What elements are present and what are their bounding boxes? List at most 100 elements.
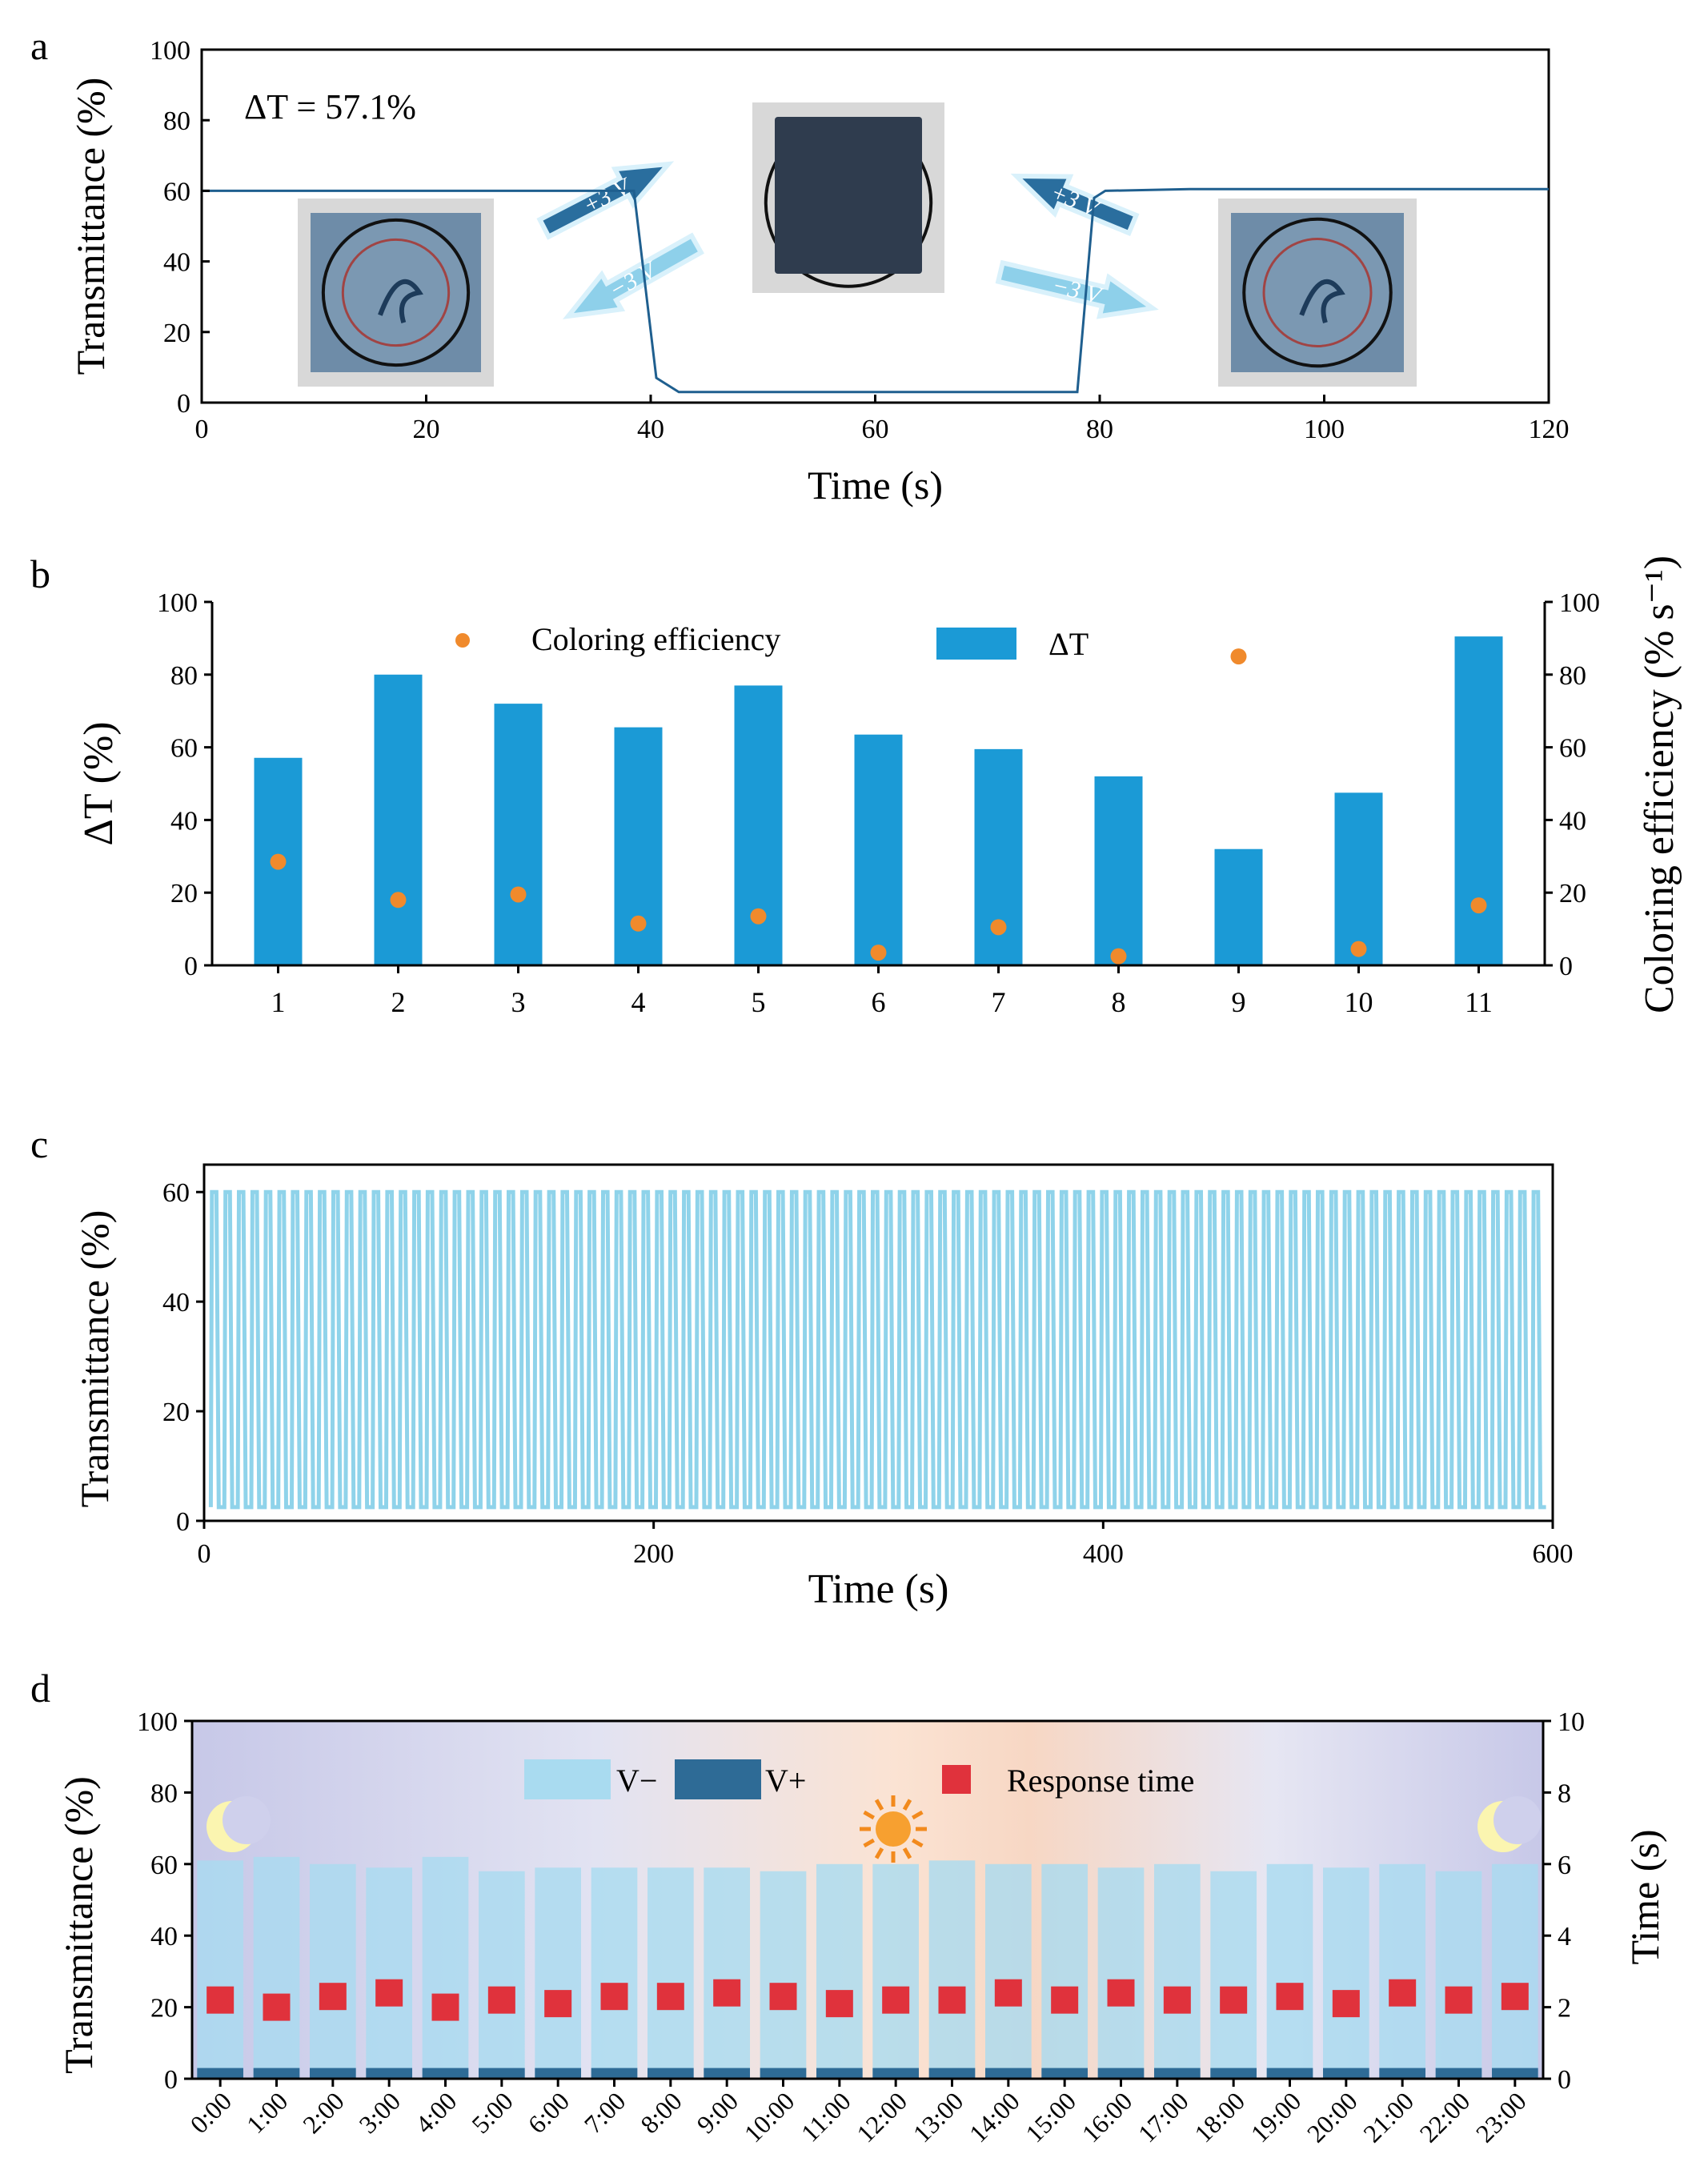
y-tick-label: 0: [177, 389, 190, 419]
response-time-marker: [263, 1993, 291, 2021]
y-tick-label-left: 20: [170, 879, 198, 908]
panel-d-chart: 0 20 40 60 80 100 0 2 4 6 8 10 0:00 1:00 2:00 3:00 4:00 5…: [56, 1707, 1667, 2148]
y-axis-label: ΔT (%): [76, 721, 122, 845]
x-tick-label: 3:00: [353, 2086, 406, 2139]
day-night-background: [192, 1721, 1543, 2079]
delta-t-bar: [374, 674, 423, 965]
y-tick-label-right: 40: [1559, 806, 1586, 836]
legend-delta-t-label: ΔT: [1048, 626, 1089, 662]
y-tick-label: 60: [162, 1178, 190, 1208]
response-time-marker: [1389, 1979, 1417, 2007]
delta-t-bar: [494, 704, 543, 965]
y-tick-label: 40: [163, 248, 190, 278]
panel-b-chart: 0 0 20 20 40 40 60 60 80 80 100 100 1 2 3 4 5 6 7 8 9 10 11 ΔT …: [76, 556, 1682, 1018]
x-tick-label: 0:00: [184, 2086, 237, 2139]
panel-c-chart: 0 200 400 600 0 20 40 60 Time (s) Transmittance (…: [72, 1163, 1574, 1612]
v-minus-bar: [647, 1867, 694, 2079]
x-tick-label: 18:00: [1189, 2086, 1250, 2148]
response-time-marker: [713, 1979, 741, 2007]
y-tick-label-left: 40: [150, 1922, 178, 1951]
x-tick-label: 8:00: [635, 2086, 688, 2139]
y-tick-label-left: 0: [184, 952, 198, 981]
sun-ray: [911, 1810, 924, 1820]
response-time-marker: [319, 1983, 347, 2011]
panel-b-label: b: [30, 552, 50, 596]
v-minus-bar: [1266, 1863, 1313, 2079]
x-tick-label: 120: [1529, 415, 1570, 444]
arrow-shape: [1010, 173, 1140, 237]
delta-t-bar: [1334, 792, 1383, 965]
response-time-marker: [994, 1979, 1022, 2007]
v-minus-bar: [928, 1860, 976, 2079]
v-plus-bar: [1491, 2068, 1538, 2079]
response-time-marker: [1107, 1979, 1135, 2007]
v-minus-bar: [366, 1867, 413, 2079]
response-time-marker: [769, 1983, 797, 2011]
v-plus-bar: [253, 2068, 300, 2079]
dark-film: [775, 117, 922, 274]
x-tick-label: 5:00: [466, 2086, 519, 2139]
sun-ray: [911, 1838, 924, 1848]
response-time-marker: [1276, 1983, 1304, 2011]
x-tick-label: 2:00: [297, 2086, 350, 2139]
x-tick-label: 6: [872, 986, 886, 1018]
v-minus-bar: [1435, 1871, 1482, 2079]
coloring-efficiency-point: [270, 853, 287, 870]
y-tick-label-right: 2: [1558, 1994, 1571, 2024]
x-tick-label: 2: [391, 986, 406, 1018]
v-plus-bar: [535, 2068, 582, 2079]
y-axis-label: Transmittance (%): [68, 78, 113, 375]
coloring-efficiency-point: [990, 919, 1007, 936]
x-tick-label: 40: [637, 415, 664, 444]
v-plus-bar: [197, 2068, 244, 2079]
response-time-marker: [882, 1986, 910, 2014]
x-tick-label: 12:00: [851, 2086, 912, 2148]
delta-t-bar: [1094, 776, 1143, 965]
v-minus-bar: [309, 1863, 356, 2079]
x-tick-label: 16:00: [1076, 2086, 1137, 2148]
x-tick-label: 9:00: [691, 2086, 744, 2139]
y-tick-label-right: 0: [1558, 2065, 1571, 2095]
arrow-minus-3v-right: −3 V: [995, 259, 1159, 319]
response-time-marker: [1220, 1986, 1248, 2014]
moon-icon: [1477, 1796, 1542, 1852]
coloring-efficiency-point: [630, 915, 647, 932]
y-tick-label: 20: [162, 1398, 190, 1427]
cycling-transmittance-line: [208, 1189, 1546, 1510]
y-tick-label: 0: [176, 1507, 190, 1537]
coloring-efficiency-point: [510, 886, 527, 903]
y-tick-label: 40: [162, 1288, 190, 1318]
y-tick-label-left: 80: [170, 661, 198, 691]
v-plus-bar: [1153, 2068, 1201, 2079]
y-tick-label-right: 20: [1559, 879, 1586, 908]
plot-frame: [202, 1163, 1554, 1522]
sun-ray: [874, 1847, 884, 1859]
legend-response-time-label: Response time: [1007, 1763, 1194, 1799]
y-tick-label: 20: [163, 319, 190, 348]
x-tick-label: 3: [511, 986, 526, 1018]
coloring-efficiency-point: [1350, 941, 1367, 957]
sun-icon: [860, 1795, 927, 1863]
y-tick-label-left: 40: [170, 806, 198, 836]
sample-photo-colored: [752, 102, 944, 293]
x-tick-label: 400: [1083, 1539, 1124, 1569]
y-tick-label-left: 100: [157, 588, 198, 618]
transmittance-line: [202, 187, 1549, 394]
response-time-marker: [938, 1986, 966, 2014]
y-axis-label: Transmittance (%): [56, 1776, 101, 2074]
arrow-shape: [536, 161, 675, 240]
sample-photo-bleached-right: [1218, 199, 1417, 387]
x-tick-label: 0: [195, 415, 209, 444]
x-tick-label: 20: [413, 415, 440, 444]
legend-v-minus-swatch: [524, 1759, 611, 1799]
x-tick-label: 13:00: [907, 2086, 968, 2148]
delta-t-bar: [1454, 636, 1503, 965]
x-tick-label: 5: [752, 986, 766, 1018]
y-tick-label-left: 20: [150, 1994, 178, 2024]
y-tick-label-right: 6: [1558, 1851, 1571, 1880]
y-tick-label: 60: [163, 177, 190, 207]
coloring-efficiency-point: [390, 892, 407, 908]
y-tick-label-left: 0: [164, 2065, 178, 2095]
panel-a-chart: +3 V−3 V+3 V−3 V0 20 40 60 80 100 120020406080…: [68, 36, 1570, 507]
